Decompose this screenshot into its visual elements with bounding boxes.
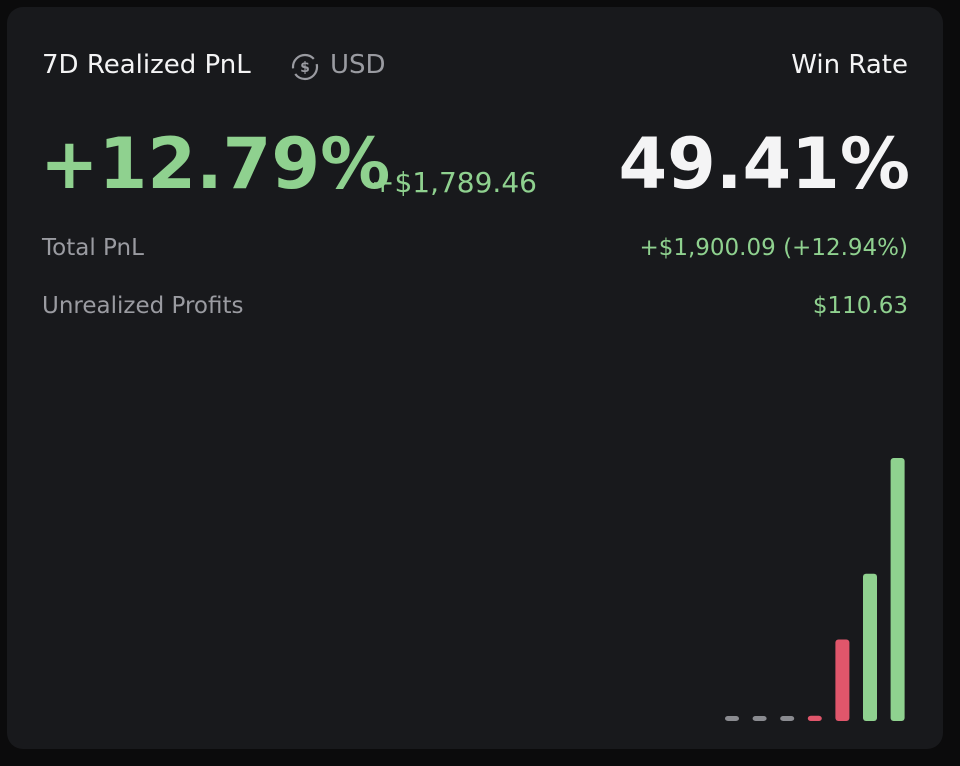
bar	[780, 716, 795, 721]
bar	[890, 458, 905, 721]
bar	[752, 716, 767, 721]
row-value: +$1,900.09 (+12.94%)	[639, 235, 908, 261]
row-label: Total PnL	[42, 235, 144, 261]
row-value: $110.63	[812, 293, 908, 319]
win-rate-label: Win Rate	[791, 50, 908, 80]
realized-percent: +12.79%	[40, 123, 391, 205]
mini-bar-chart	[725, 458, 905, 721]
win-rate: 49.41%	[618, 123, 910, 205]
realized-amount: +$1,789.46	[371, 166, 537, 199]
currency[interactable]: USD	[330, 50, 386, 80]
row-label: Unrealized Profits	[42, 293, 244, 319]
title: 7D Realized PnL	[42, 50, 251, 80]
bar	[725, 716, 739, 721]
bar	[863, 573, 877, 721]
bar	[807, 715, 822, 721]
svg-text:$: $	[300, 60, 310, 76]
pnl-card: 7D Realized PnL $ USD Win Rate +12.79% +…	[7, 7, 943, 749]
bar	[835, 639, 850, 721]
currency-switch-icon[interactable]: $	[287, 49, 327, 89]
